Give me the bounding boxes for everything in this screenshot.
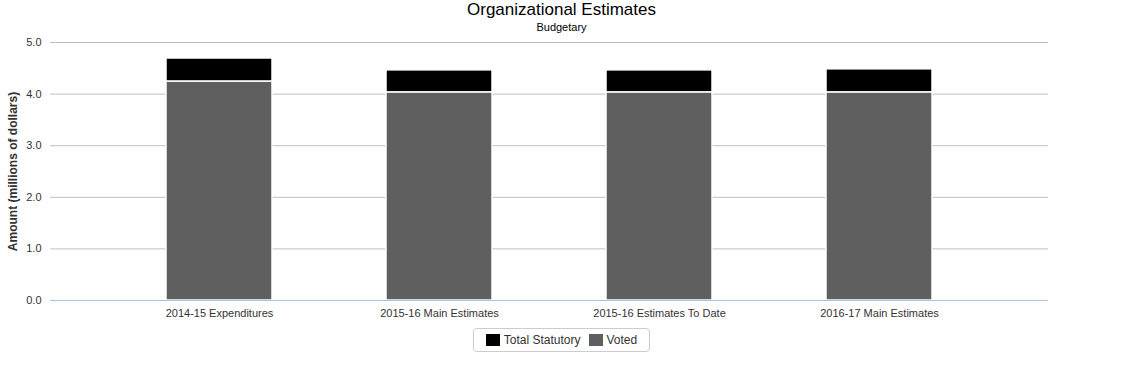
svg-text:Amount (millions of dollars): Amount (millions of dollars) bbox=[6, 92, 20, 251]
svg-text:0.0: 0.0 bbox=[26, 294, 41, 306]
html-text:Voted: Voted bbox=[606, 333, 638, 347]
svg-text:2014-15 Expenditures: 2014-15 Expenditures bbox=[166, 307, 274, 319]
svg-text:1.0: 1.0 bbox=[26, 242, 41, 254]
svg-text:3.0: 3.0 bbox=[26, 139, 41, 151]
svg-text:2015-16 Main Estimates: 2015-16 Main Estimates bbox=[380, 307, 499, 319]
svg-text:2016-17 Main Estimates: 2016-17 Main Estimates bbox=[820, 307, 939, 319]
html-text:Budgetary: Budgetary bbox=[536, 21, 587, 33]
html-text:Total Statutory: Total Statutory bbox=[503, 333, 581, 347]
svg-text:4.0: 4.0 bbox=[26, 88, 41, 100]
svg-text:2.0: 2.0 bbox=[26, 191, 41, 203]
svg-text:5.0: 5.0 bbox=[26, 36, 41, 48]
html-text:Organizational Estimates: Organizational Estimates bbox=[467, 0, 656, 19]
svg-text:2015-16 Estimates To Date: 2015-16 Estimates To Date bbox=[593, 307, 725, 319]
